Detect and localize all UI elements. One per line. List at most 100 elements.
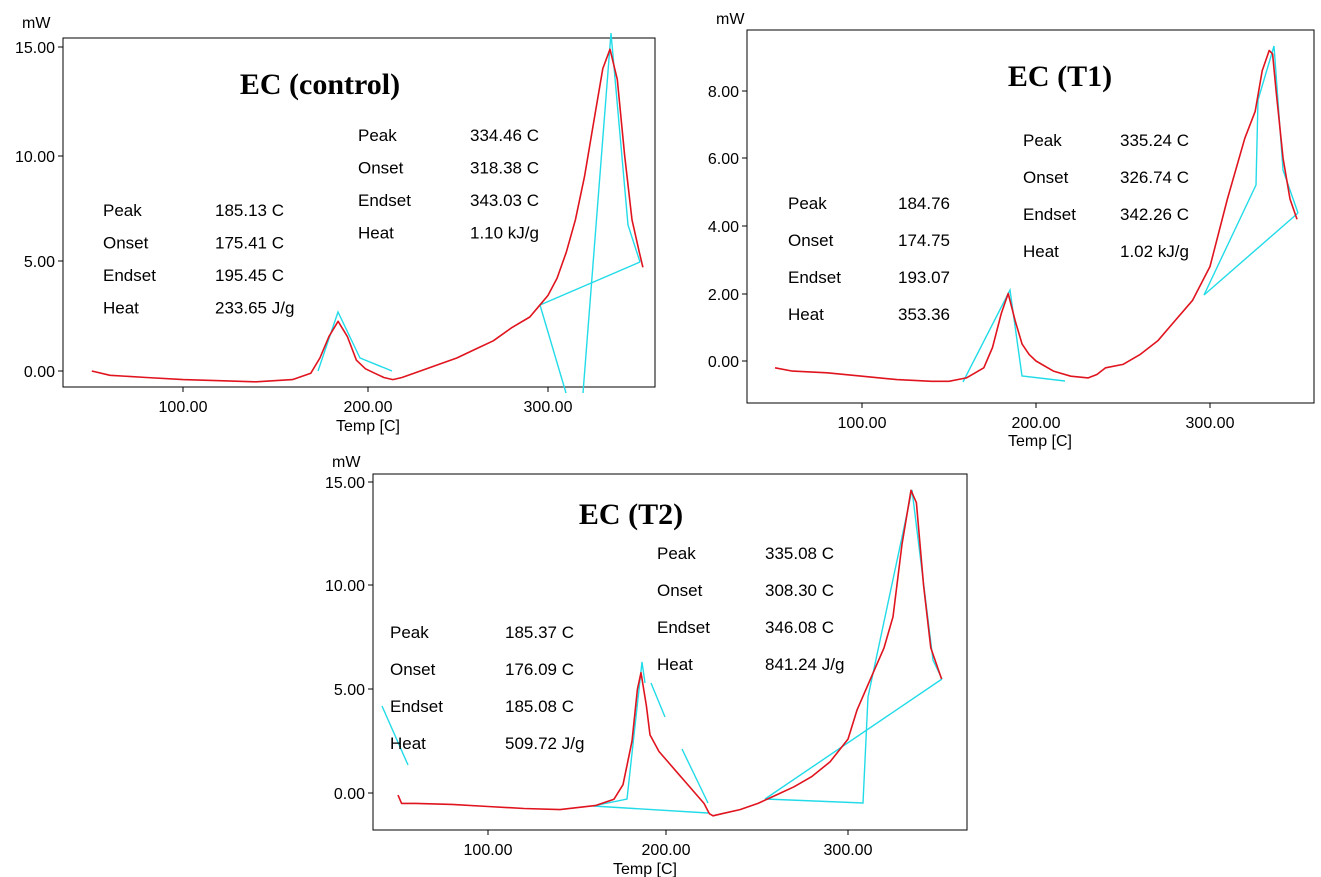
peak-annotation-2: Peak 334.46 C Onset 318.38 C Endset 343.03 C H… (358, 126, 539, 243)
x-tick-label: 200.00 (344, 399, 393, 416)
y-tick-label: 5.00 (334, 682, 365, 699)
annotation-value: 184.76 (898, 194, 950, 213)
annotation-value: 346.08 C (765, 618, 834, 637)
dsc-chart-1: EC (control) mW Temp [C] 100.00 200.00 300.00… (15, 15, 656, 435)
annotation-label: Endset (390, 697, 443, 716)
annotation-label: Endset (657, 618, 710, 637)
plot-frame (746, 29, 1315, 404)
annotation-value: 334.46 C (470, 126, 539, 145)
baseline-construction-line (592, 805, 709, 814)
annotation-value: 185.08 C (505, 697, 574, 716)
y-tick-label: 5.00 (24, 254, 55, 271)
x-tick-label: 100.00 (464, 842, 513, 859)
annotation-value: 185.13 C (215, 201, 284, 220)
baseline-construction-line (317, 310, 393, 372)
x-tick-label: 200.00 (642, 842, 691, 859)
baseline-construction-line (539, 261, 641, 306)
annotation-label: Endset (788, 268, 841, 287)
peak-annotation-1: Peak 185.37 C Onset 176.09 C Endset 185.08 C H… (390, 623, 584, 753)
y-tick-label: 4.00 (708, 219, 739, 236)
y-tick-label: 2.00 (708, 287, 739, 304)
annotation-label: Endset (103, 266, 156, 285)
x-axis-label: Temp [C] (336, 418, 400, 435)
y-tick-label: 0.00 (334, 786, 365, 803)
annotation-label: Onset (1023, 168, 1069, 187)
x-tick-label: 200.00 (1012, 415, 1061, 432)
chart-title: EC (control) (240, 68, 400, 101)
x-tick-label: 300.00 (524, 399, 573, 416)
baseline-construction-line (764, 678, 943, 800)
x-axis-label: Temp [C] (1008, 433, 1072, 450)
annotation-value: 174.75 (898, 231, 950, 250)
peak-annotation-2: Peak 335.24 C Onset 326.74 C Endset 342.26 C H… (1023, 131, 1189, 261)
annotation-value: 343.03 C (470, 191, 539, 210)
y-tick-label: 15.00 (15, 40, 55, 57)
annotation-value: 195.45 C (215, 266, 284, 285)
annotation-label: Peak (390, 623, 429, 642)
annotation-label: Peak (788, 194, 827, 213)
annotation-label: Endset (358, 191, 411, 210)
peak-annotation-1: Peak 184.76 Onset 174.75 Endset 193.07 Heat 353… (788, 194, 950, 324)
annotation-value: 233.65 J/g (215, 299, 294, 318)
annotation-label: Heat (1023, 242, 1059, 261)
baseline-construction-line (1203, 212, 1299, 296)
dsc-curve-series (774, 49, 1298, 383)
y-axis-unit-label: mW (716, 11, 745, 28)
baseline-construction-line (381, 705, 409, 766)
annotation-value: 185.37 C (505, 623, 574, 642)
dsc-chart-3: EC (T2) mW Temp [C] 100.00 200.00 300.00 0.00 5… (325, 454, 968, 877)
peak-annotation-1: Peak 185.13 C Onset 175.41 C Endset 195.45 C H… (103, 201, 294, 318)
annotation-label: Heat (788, 305, 824, 324)
annotation-value: 841.24 J/g (765, 655, 844, 674)
x-tick-label: 100.00 (838, 415, 887, 432)
baseline-construction-line (539, 304, 567, 394)
plot-frame (372, 473, 968, 831)
annotation-value: 335.24 C (1120, 131, 1189, 150)
annotation-value: 1.10 kJ/g (470, 224, 539, 243)
y-tick-label: 15.00 (325, 475, 365, 492)
baseline-construction-line (962, 287, 1066, 383)
chart-title: EC (T1) (1008, 60, 1112, 93)
annotation-value: 193.07 (898, 268, 950, 287)
annotation-label: Heat (390, 734, 426, 753)
annotation-value: 175.41 C (215, 234, 284, 253)
dsc-curve-series (91, 48, 644, 383)
annotation-label: Heat (358, 224, 394, 243)
annotation-value: 509.72 J/g (505, 734, 584, 753)
baseline-construction-line (681, 748, 709, 804)
peak-annotation-2: Peak 335.08 C Onset 308.30 C Endset 346.08 C H… (657, 544, 844, 674)
chart-title: EC (T2) (579, 498, 683, 531)
annotation-value: 326.74 C (1120, 168, 1189, 187)
x-tick-label: 100.00 (159, 399, 208, 416)
annotation-label: Heat (103, 299, 139, 318)
annotation-value: 353.36 (898, 305, 950, 324)
dsc-chart-2: EC (T1) mW Temp [C] 100.00 200.00 300.00 0.00 2… (708, 11, 1315, 450)
annotation-value: 308.30 C (765, 581, 834, 600)
annotation-value: 176.09 C (505, 660, 574, 679)
y-tick-label: 6.00 (708, 151, 739, 168)
plot-frame (62, 37, 656, 388)
y-tick-label: 10.00 (15, 149, 55, 166)
annotation-label: Onset (788, 231, 834, 250)
annotation-label: Peak (358, 126, 397, 145)
y-axis-unit-label: mW (22, 15, 51, 32)
baseline-construction-line (650, 682, 666, 718)
x-tick-label: 300.00 (824, 842, 873, 859)
baseline-construction-line (582, 32, 641, 394)
baseline-construction-line (1203, 45, 1299, 296)
annotation-value: 318.38 C (470, 159, 539, 178)
baseline-construction-line (592, 661, 646, 807)
annotation-label: Peak (657, 544, 696, 563)
annotation-label: Onset (103, 234, 149, 253)
annotation-label: Heat (657, 655, 693, 674)
x-tick-label: 300.00 (1186, 415, 1235, 432)
dsc-curve-series (397, 489, 943, 817)
y-axis-unit-label: mW (332, 454, 361, 471)
annotation-label: Onset (657, 581, 703, 600)
y-tick-label: 10.00 (325, 578, 365, 595)
annotation-value: 335.08 C (765, 544, 834, 563)
annotation-label: Endset (1023, 205, 1076, 224)
annotation-label: Onset (358, 159, 404, 178)
annotation-value: 342.26 C (1120, 205, 1189, 224)
